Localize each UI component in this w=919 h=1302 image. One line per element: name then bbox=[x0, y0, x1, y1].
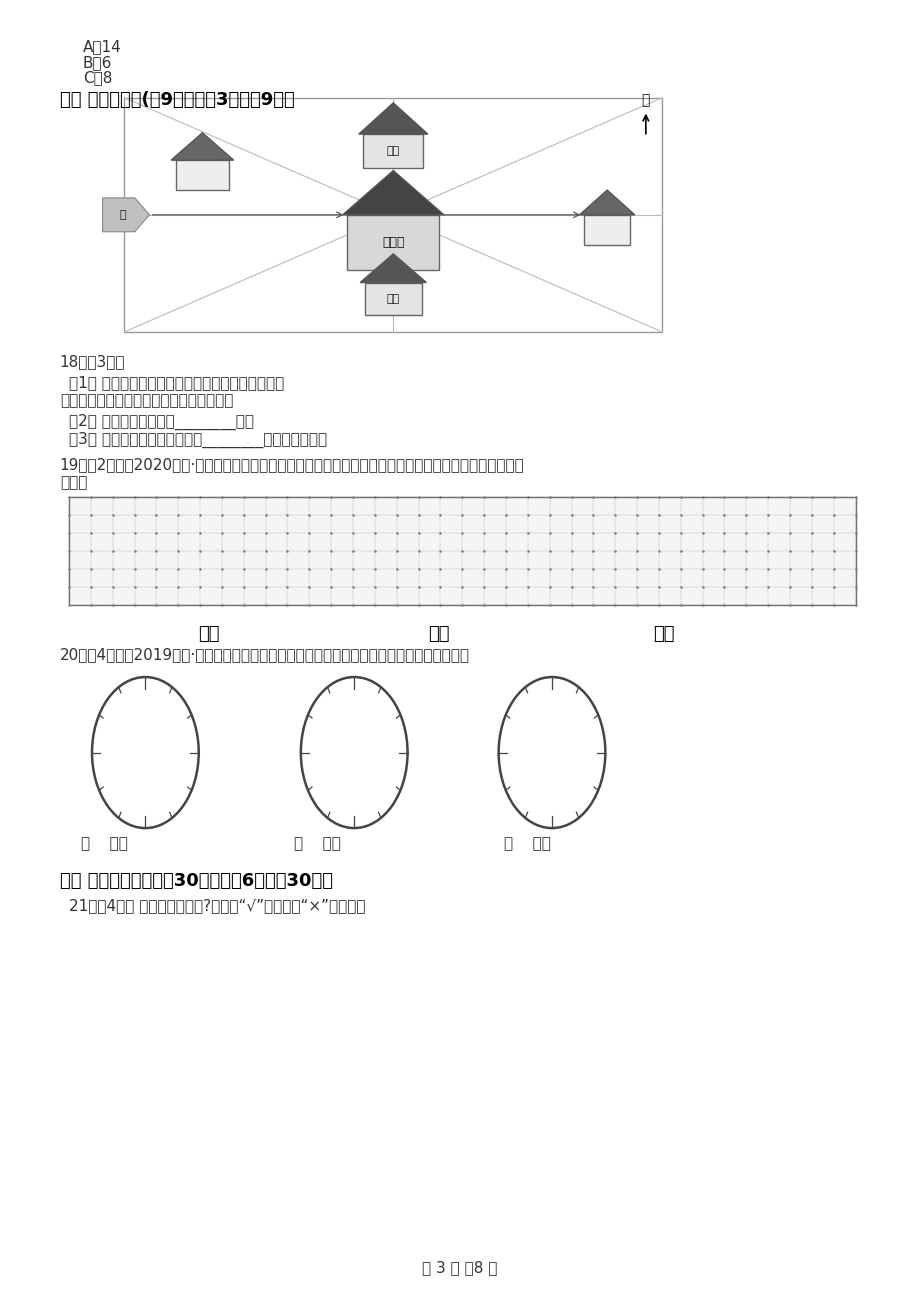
Text: 19．（2分）（2020二上·石碇镇期末）在下面的方格纸上画一个直角，一个锐角和一个鞄角（从给出的点画: 19．（2分）（2020二上·石碇镇期末）在下面的方格纸上画一个直角，一个锐角和… bbox=[60, 457, 524, 473]
Text: B．6: B．6 bbox=[83, 55, 112, 70]
Polygon shape bbox=[171, 133, 233, 160]
Text: 电影院: 电影院 bbox=[381, 236, 404, 249]
Polygon shape bbox=[342, 171, 444, 215]
Text: （2） 小猴家在小兔家的________面．: （2） 小猴家在小兔家的________面． bbox=[69, 414, 254, 430]
Text: C．8: C．8 bbox=[83, 70, 112, 86]
Bar bbox=[364, 283, 421, 315]
Text: 小羊家在电影院的东面，小狗家在西北角．: 小羊家在电影院的东面，小狗家在西北角． bbox=[60, 393, 233, 409]
Bar bbox=[584, 215, 630, 245]
Text: （    ）角: （ ）角 bbox=[294, 836, 341, 852]
Text: （    ）角: （ ）角 bbox=[504, 836, 550, 852]
Bar bbox=[176, 160, 229, 190]
Text: （1） 根据描述找到小狗、小羊的家．（标在图上）: （1） 根据描述找到小狗、小羊的家．（标在图上） bbox=[69, 375, 284, 391]
Text: 六、 解决实际问题。（30分）（兲6题；內30分）: 六、 解决实际问题。（30分）（兲6题；內30分） bbox=[60, 872, 333, 891]
Text: 湖: 湖 bbox=[119, 210, 126, 220]
Bar bbox=[363, 134, 423, 168]
Bar bbox=[347, 215, 439, 270]
Text: （3） 大家要去看电影，小狗要________走，到电影院．: （3） 大家要去看电影，小狗要________走，到电影院． bbox=[69, 432, 327, 448]
Polygon shape bbox=[359, 254, 426, 283]
Text: 北: 北 bbox=[641, 92, 650, 107]
Text: 20．（4分）（2019二下·苏州期末）在钒面上画三个时刻，使分针与时针形成三种不同的角。: 20．（4分）（2019二下·苏州期末）在钒面上画三个时刻，使分针与时针形成三种… bbox=[60, 647, 470, 663]
Polygon shape bbox=[579, 190, 634, 215]
Text: 鞄角: 鞄角 bbox=[652, 625, 674, 643]
Polygon shape bbox=[103, 198, 150, 232]
Text: 直角: 直角 bbox=[198, 625, 219, 643]
Bar bbox=[69, 497, 855, 605]
Polygon shape bbox=[358, 103, 427, 134]
Text: 18．（3分）: 18．（3分） bbox=[60, 354, 125, 370]
Text: 锐角: 锐角 bbox=[427, 625, 448, 643]
Bar bbox=[124, 98, 662, 332]
Text: 小兔: 小兔 bbox=[386, 294, 400, 303]
Text: （    ）角: （ ）角 bbox=[81, 836, 128, 852]
Text: A．14: A．14 bbox=[83, 39, 121, 55]
Text: 第 3 页 共8 页: 第 3 页 共8 页 bbox=[422, 1260, 497, 1276]
Text: 五、 动手操作。(兲9分）（兲3题；兲9分）: 五、 动手操作。(兲9分）（兲3题；兲9分） bbox=[60, 91, 294, 109]
Text: 起）。: 起）。 bbox=[60, 475, 87, 491]
Text: 21．（4分） 下面的计算对吗?对的画“√”，错的画“×”并改正。: 21．（4分） 下面的计算对吗?对的画“√”，错的画“×”并改正。 bbox=[69, 898, 365, 914]
Text: 小猴: 小猴 bbox=[386, 146, 400, 156]
